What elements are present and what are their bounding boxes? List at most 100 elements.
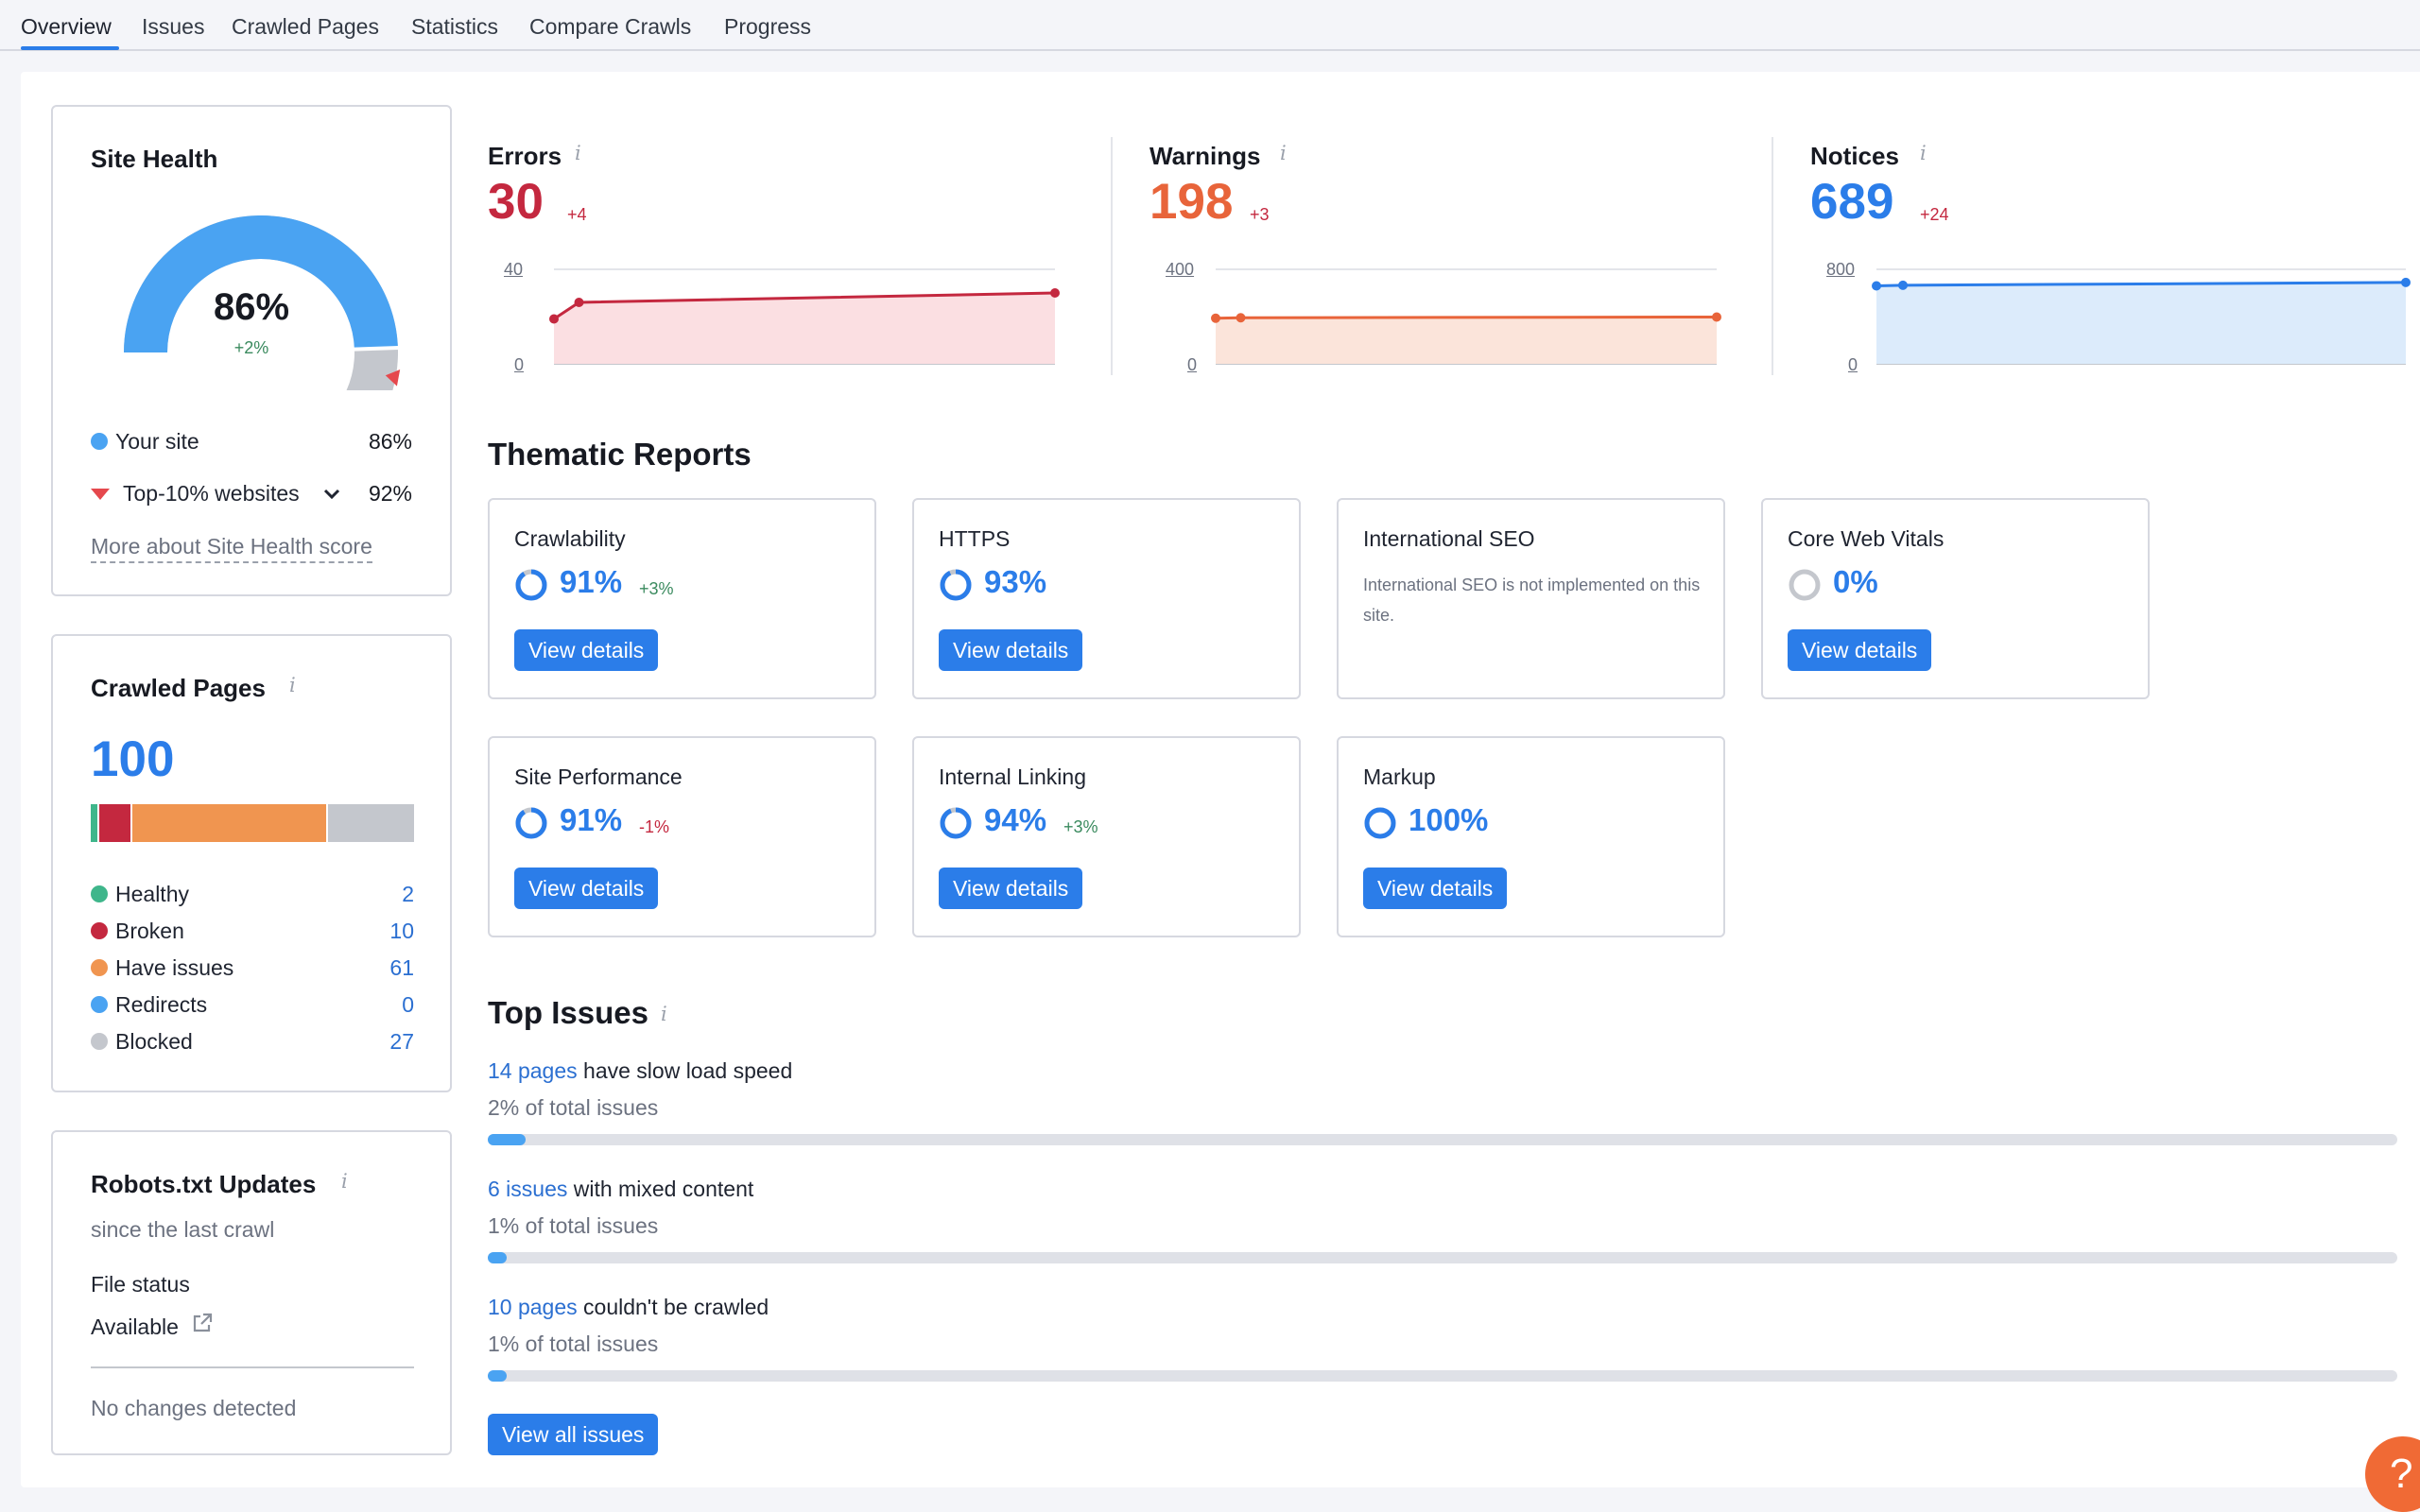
info-icon[interactable]: i (289, 674, 296, 696)
report-delta: +3% (1063, 817, 1098, 836)
report-title: International SEO (1363, 526, 1535, 551)
info-icon[interactable]: i (661, 1003, 667, 1025)
issue-progress-bar (488, 1252, 2397, 1263)
legend-row[interactable]: Healthy 2 (91, 880, 414, 908)
tab-compare-crawls[interactable]: Compare Crawls (529, 14, 692, 39)
progress-ring-icon (515, 569, 547, 601)
chevron-down-icon[interactable] (323, 489, 340, 500)
external-link-icon[interactable] (191, 1312, 214, 1334)
robots-card: Robots.txt Updates i since the last craw… (51, 1130, 452, 1455)
tab-issues[interactable]: Issues (142, 14, 205, 39)
metric-value[interactable]: 689 (1810, 174, 1894, 230)
legend-value[interactable]: 0 (402, 992, 414, 1017)
report-percent[interactable]: 93% (984, 564, 1047, 599)
report-percent[interactable]: 100% (1409, 802, 1489, 837)
top-issues-title: Top Issues (488, 995, 648, 1030)
metric-trend-chart[interactable] (1211, 265, 1721, 369)
report-card-internal-linking: Internal Linking 94% +3% View details (912, 736, 1301, 937)
report-delta: -1% (639, 817, 670, 836)
more-about-site-health-link[interactable]: More about Site Health score (91, 534, 372, 563)
legend-row[interactable]: Redirects 0 (91, 990, 414, 1019)
metric-area (1876, 282, 2406, 364)
legend-dot (91, 885, 108, 902)
report-delta: +3% (639, 579, 674, 598)
crawled-pages-total[interactable]: 100 (91, 731, 175, 787)
progress-ring-icon (940, 569, 972, 601)
bar-segment-have-issues[interactable] (132, 804, 327, 842)
bar-segment-healthy[interactable] (91, 804, 97, 842)
progress-ring-icon (515, 807, 547, 839)
site-health-score: 86% (213, 286, 290, 328)
crawled-pages-card: Crawled Pages i 100 Healthy 2 Broken 10 Have… (51, 634, 452, 1092)
metric-trend-chart[interactable] (549, 265, 1060, 369)
report-percent[interactable]: 94% (984, 802, 1047, 837)
progress-ring-icon (940, 807, 972, 839)
divider (1111, 137, 1113, 375)
view-details-button[interactable]: View details (514, 868, 659, 909)
metric-delta: +3 (1250, 205, 1270, 224)
data-point (1898, 280, 1908, 290)
metric-title: Errors (488, 142, 562, 170)
view-details-button[interactable]: View details (1788, 629, 1932, 671)
view-details-button[interactable]: View details (1363, 868, 1508, 909)
report-title: HTTPS (939, 526, 1011, 551)
metric-value[interactable]: 198 (1150, 174, 1234, 230)
legend-value[interactable]: 2 (402, 882, 414, 906)
data-point (1872, 281, 1881, 291)
info-icon[interactable]: i (575, 142, 581, 164)
report-percent[interactable]: 91% (560, 564, 623, 599)
file-status-label: File status (91, 1272, 190, 1297)
report-percent[interactable]: 91% (560, 802, 623, 837)
tab-crawled-pages[interactable]: Crawled Pages (232, 14, 379, 39)
ring-fill (1364, 807, 1396, 839)
top10-label[interactable]: Top-10% websites (123, 481, 300, 506)
report-title: Markup (1363, 765, 1436, 789)
view-details-button[interactable]: View details (939, 868, 1083, 909)
report-percent[interactable]: 0% (1833, 564, 1878, 599)
metric-value[interactable]: 30 (488, 174, 544, 230)
legend-value[interactable]: 27 (389, 1029, 414, 1054)
site-health-delta: +2% (233, 338, 269, 357)
info-icon[interactable]: i (1280, 142, 1287, 164)
site-health-gauge (124, 215, 401, 390)
divider (91, 1366, 414, 1368)
legend-value[interactable]: 61 (389, 955, 414, 980)
legend-row[interactable]: Have issues 61 (91, 954, 414, 982)
metric-area (1216, 317, 1717, 364)
tab-overview[interactable]: Overview (21, 14, 112, 39)
progress-ring-icon (1364, 807, 1396, 839)
legend-dot (91, 959, 108, 976)
issue-progress-fill (488, 1370, 508, 1382)
view-all-issues-button[interactable]: View all issues (488, 1414, 659, 1455)
metric-area (554, 293, 1055, 364)
tab-progress[interactable]: Progress (724, 14, 812, 39)
robots-changes: No changes detected (91, 1396, 297, 1420)
legend-value[interactable]: 10 (389, 919, 414, 943)
top10-value: 92% (368, 481, 412, 506)
crawled-pages-bar (91, 804, 414, 842)
active-tab-indicator (21, 46, 119, 50)
help-icon: ? (2390, 1451, 2413, 1497)
issue-link[interactable]: 14 pages (488, 1058, 578, 1083)
issue-line: 14 pages have slow load speed (488, 1058, 792, 1084)
legend-row[interactable]: Broken 10 (91, 917, 414, 945)
tab-statistics[interactable]: Statistics (411, 14, 499, 39)
issue-link[interactable]: 6 issues (488, 1177, 568, 1201)
issue-link[interactable]: 10 pages (488, 1295, 578, 1319)
legend-row[interactable]: Blocked 27 (91, 1027, 414, 1056)
view-details-button[interactable]: View details (939, 629, 1083, 671)
data-point (2401, 277, 2411, 287)
info-icon[interactable]: i (1920, 142, 1927, 164)
report-title: Site Performance (514, 765, 683, 789)
data-point (549, 314, 559, 324)
view-details-button[interactable]: View details (514, 629, 659, 671)
ring-fill (515, 807, 547, 839)
metric-delta: +4 (567, 205, 587, 224)
bar-segment-blocked[interactable] (328, 804, 414, 842)
bar-segment-broken[interactable] (98, 804, 131, 842)
metric-trend-chart[interactable] (1872, 265, 2411, 369)
data-point (1712, 312, 1721, 322)
info-icon[interactable]: i (341, 1170, 348, 1193)
file-status-value: Available (91, 1314, 179, 1339)
issue-share: 1% of total issues (488, 1332, 659, 1356)
